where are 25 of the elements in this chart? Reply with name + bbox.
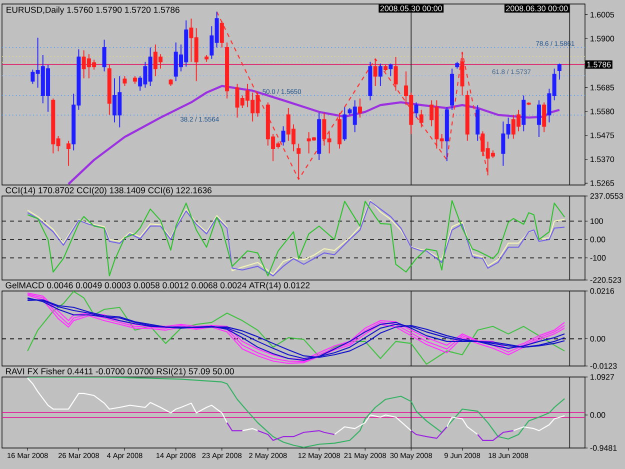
y-tick-label: -100: [590, 255, 606, 261]
y-tick-label: 0.00: [590, 236, 606, 242]
y-tick-label: 100: [590, 218, 603, 224]
ref-line-label: 1.5786: [587, 62, 611, 68]
y-tick-label: 1.5900: [590, 36, 614, 42]
chart-title: CCI(14) 170.8702 CCI(20) 138.1409 CCI(6) 122.1636: [6, 187, 212, 196]
ref-line-label: 2008.06.30 00:00: [506, 6, 568, 12]
y-tick-label: 1.5370: [590, 156, 614, 162]
y-tick-label: 0.00: [590, 412, 606, 418]
chart-title: GelMACD 0.0046 0.0049 0.0003 0.0058 0.0012 0.0068 0.0024 ATR(14) 0.0122: [6, 282, 310, 290]
chart-title: EURUSD,Daily 1.5760 1.5790 1.5720 1.5786: [6, 6, 180, 15]
y-tick-label: 1.5265: [590, 180, 614, 186]
y-tick-label: 1.5685: [590, 84, 614, 90]
y-tick-label: 1.6005: [590, 12, 614, 18]
y-tick-label: -0.9481: [590, 445, 617, 451]
y-tick-label: 0.00: [590, 336, 606, 342]
y-tick-label: 1.5475: [590, 132, 614, 138]
y-tick-label: 237.0553: [590, 193, 623, 199]
y-tick-label: 1.0927: [590, 374, 614, 380]
y-tick-label: -0.0123: [590, 363, 617, 369]
y-tick-label: 1.5580: [590, 108, 614, 114]
ref-line-label: 2008.05.30 00:00: [380, 6, 442, 12]
chart-title: RAVI FX Fisher 0.4411 -0.0700 0.0700 RSI(21) 57.09 50.00: [6, 368, 234, 376]
y-tick-label: -220.523: [590, 277, 622, 283]
y-tick-label: 0.0216: [590, 288, 614, 294]
